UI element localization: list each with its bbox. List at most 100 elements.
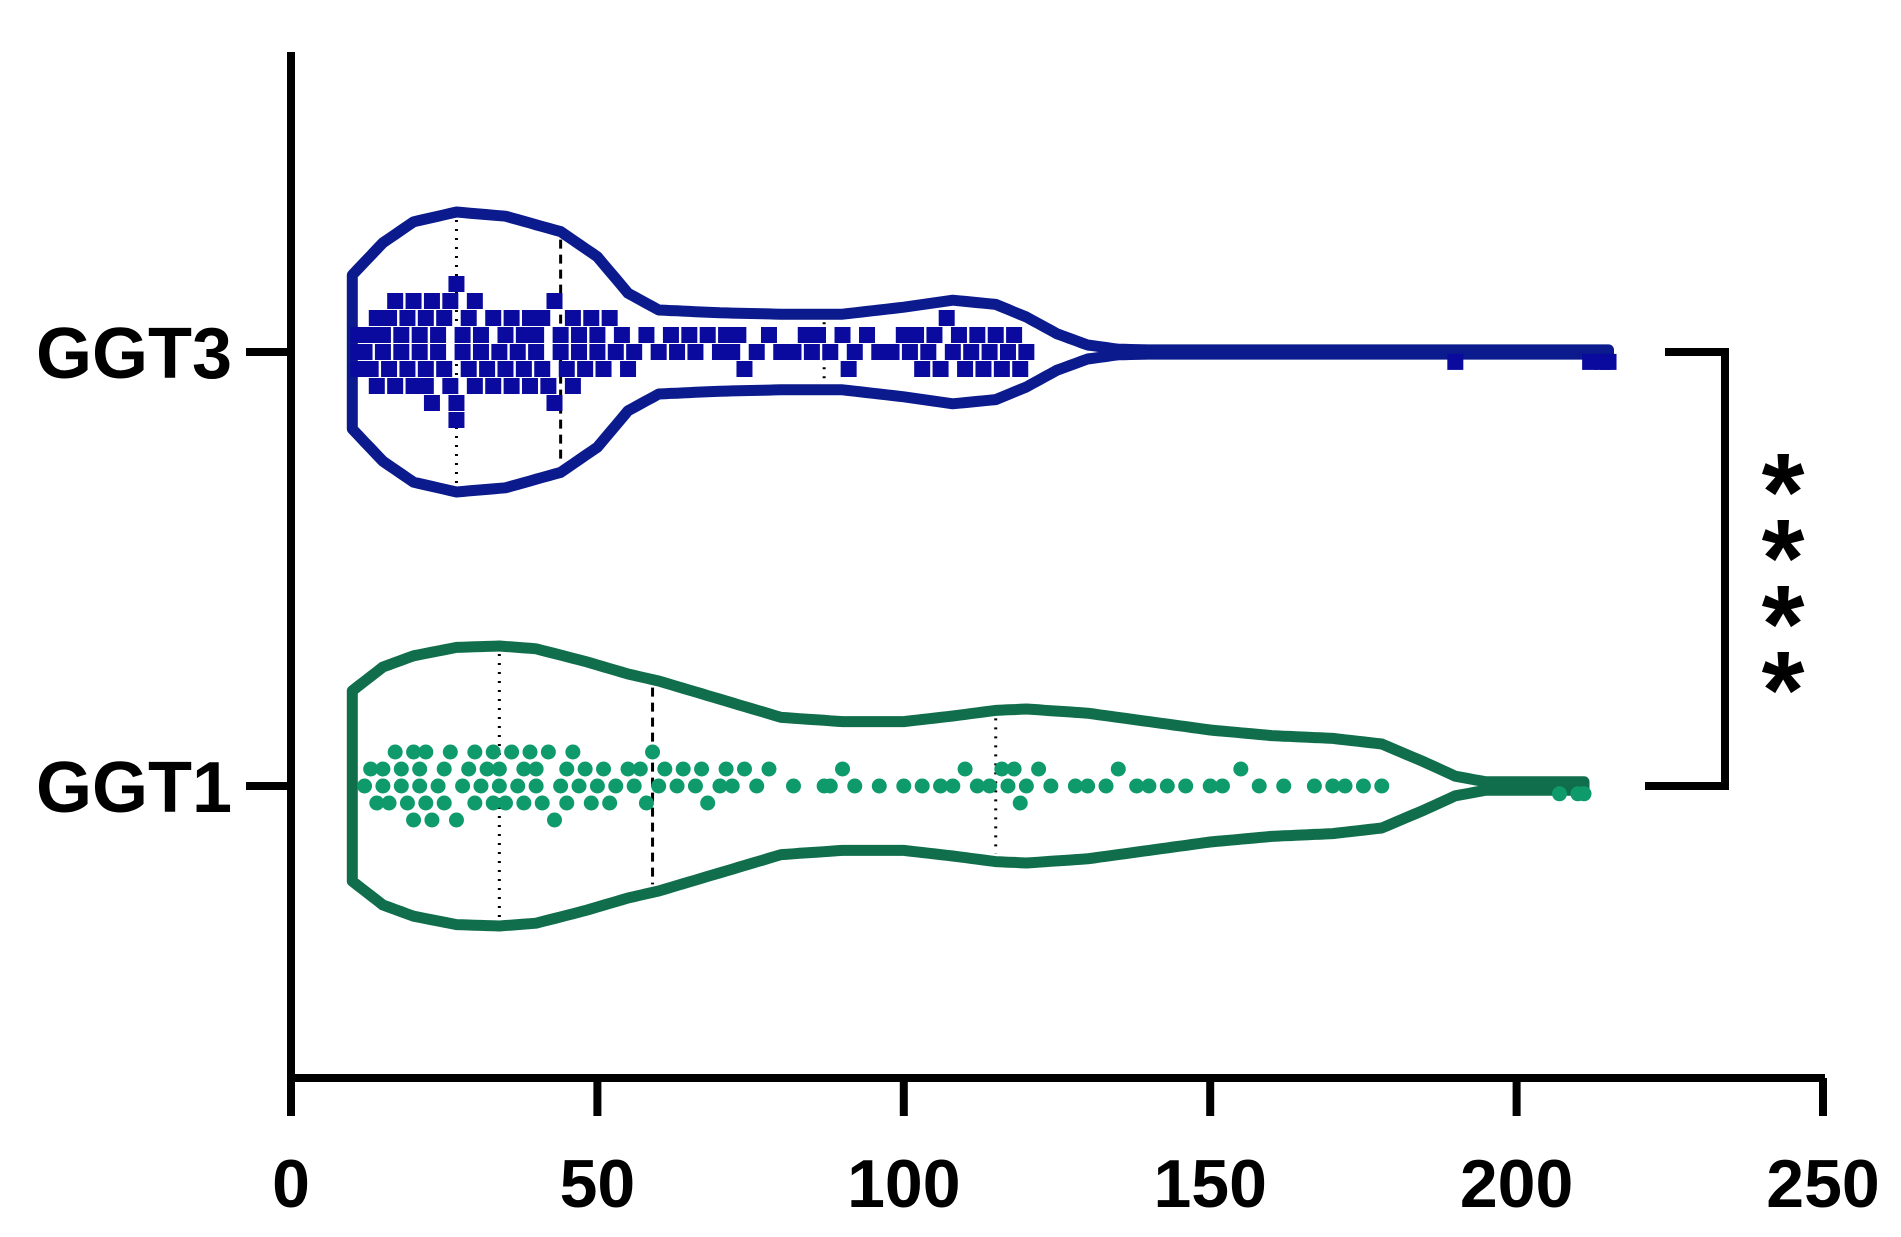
ggt3-point — [399, 310, 416, 326]
ggt1-point — [363, 761, 379, 777]
ggt3-point — [417, 310, 434, 326]
ggt1-point — [596, 761, 612, 777]
ggt3-point — [711, 344, 728, 360]
ggt3-point — [362, 327, 379, 343]
ggt1-point — [602, 795, 618, 811]
ggt3-point — [687, 344, 704, 360]
ggt1-point — [1000, 778, 1016, 794]
ggt1-point — [1141, 778, 1157, 794]
ggt3-point — [381, 310, 398, 326]
ggt1-point — [1018, 778, 1034, 794]
ggt1-point — [473, 778, 489, 794]
ggt3-point — [350, 327, 367, 343]
ggt3-point — [442, 378, 459, 394]
ggt3-point — [417, 361, 434, 377]
ggt1-point — [448, 812, 464, 828]
ggt1-point — [565, 744, 581, 760]
ggt3-point — [595, 361, 612, 377]
ggt1-point — [485, 795, 501, 811]
ggt1-point — [393, 778, 409, 794]
ggt3-point — [975, 361, 992, 377]
ggt3-point — [571, 344, 588, 360]
ggt3-point — [626, 344, 643, 360]
ggt3-point — [528, 327, 545, 343]
ggt3-point — [503, 310, 520, 326]
ggt3-point — [564, 378, 581, 394]
ggt3-point — [460, 361, 477, 377]
ggt3-point — [466, 293, 483, 309]
ggt1-point — [626, 778, 642, 794]
ggt3-point — [368, 378, 385, 394]
ggt1-point — [1214, 778, 1230, 794]
ggt3-point — [1012, 361, 1029, 377]
ggt1-point — [375, 778, 391, 794]
ggt1-point — [1551, 786, 1567, 802]
ggt3-point — [381, 361, 398, 377]
ggt1-point — [675, 761, 691, 777]
ggt3-point — [448, 395, 465, 411]
ggt3-point — [987, 327, 1004, 343]
ggt3-point — [932, 361, 949, 377]
ggt1-point — [1251, 778, 1267, 794]
ggt1-point — [1202, 778, 1218, 794]
ggt3-point — [908, 327, 925, 343]
ggt3-point — [883, 344, 900, 360]
ggt1-point — [1159, 778, 1175, 794]
ggt3-point — [669, 344, 686, 360]
ggt1-point — [406, 812, 422, 828]
ggt1-point — [1031, 761, 1047, 777]
ggt3-point — [423, 293, 440, 309]
ggt1-point — [638, 795, 654, 811]
ggt1-point — [1006, 761, 1022, 777]
ggt3-point — [613, 327, 630, 343]
ggt3-point — [466, 378, 483, 394]
ggt3-point — [485, 378, 502, 394]
ggt1-point — [381, 795, 397, 811]
ggt1-point — [412, 761, 428, 777]
ggt3-point — [393, 344, 410, 360]
ggt1-point — [406, 744, 422, 760]
ggt1-point — [534, 795, 550, 811]
x-tick-label: 250 — [1766, 1146, 1879, 1222]
ggt3-point — [926, 327, 943, 343]
ggt3-point — [509, 344, 526, 360]
ggt1-point — [510, 778, 526, 794]
ggt1-point — [528, 778, 544, 794]
ggt3-point — [846, 344, 863, 360]
ggt3-point — [503, 378, 520, 394]
ggt3-point — [399, 361, 416, 377]
ggt3-point — [914, 361, 931, 377]
ggt1-point — [669, 778, 685, 794]
ggt3-point — [730, 327, 747, 343]
ggt3-point — [871, 344, 888, 360]
ggt3-point — [417, 378, 434, 394]
ggt1-point — [632, 761, 648, 777]
ggt3-point — [558, 361, 575, 377]
ggt1-point — [467, 744, 483, 760]
ggt1-point — [387, 744, 403, 760]
ggt3-point — [472, 344, 489, 360]
ggt1-point — [418, 744, 434, 760]
ggt1-point — [718, 761, 734, 777]
ggt1-point — [1178, 778, 1194, 794]
ggt3-point — [368, 310, 385, 326]
ggt3-point — [497, 361, 514, 377]
ggt3-point — [540, 378, 557, 394]
ggt3-point — [436, 361, 453, 377]
ggt3-point — [662, 327, 679, 343]
ggt3-point — [957, 361, 974, 377]
ggt3-point — [436, 310, 453, 326]
ggt1-point — [1043, 778, 1059, 794]
ggt1-point — [491, 778, 507, 794]
ggt3-point — [528, 344, 545, 360]
ggt3-point — [638, 327, 655, 343]
ggt1-point — [724, 778, 740, 794]
ggt1-point — [461, 761, 477, 777]
ggt3-point — [797, 327, 814, 343]
ggt3-point — [374, 344, 391, 360]
ggt1-point — [589, 778, 605, 794]
ggt1-point — [497, 795, 513, 811]
ggt3-point — [773, 344, 790, 360]
ggt3-point — [589, 327, 606, 343]
